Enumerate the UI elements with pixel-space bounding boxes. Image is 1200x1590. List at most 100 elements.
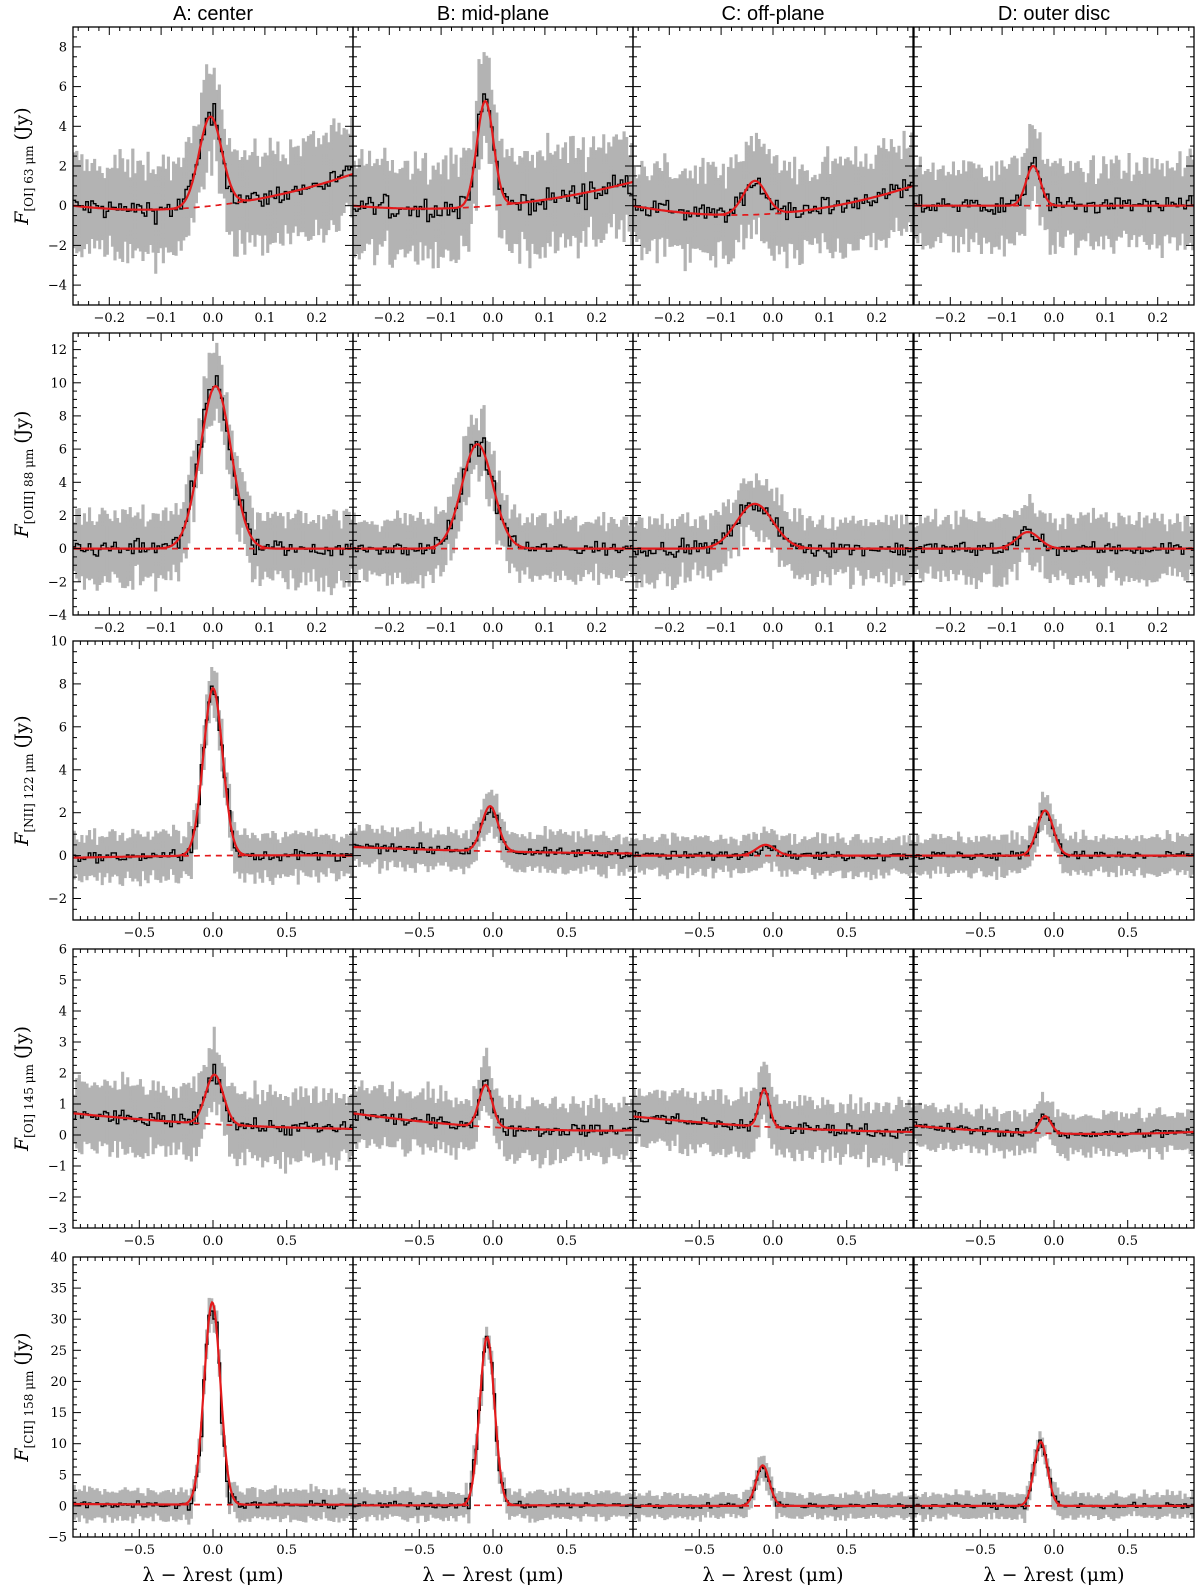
- y-tick-label: 25: [50, 1344, 67, 1359]
- y-tick-label: 6: [59, 443, 67, 458]
- y-label-symbol: F: [11, 1448, 33, 1463]
- spectrum-panel: −0.2 −0.1 0.0 0.1 0.2: [913, 332, 1195, 636]
- x-tick-label: 0.5: [276, 926, 297, 941]
- spectrum-panel: −0.2 −0.1 0.0 0.1 0.2: [913, 26, 1195, 326]
- x-tick-label: 0.0: [1044, 1234, 1065, 1249]
- y-tick-label: 15: [50, 1406, 67, 1421]
- x-tick-label: −0.2: [935, 621, 967, 636]
- panel-plot-area: [73, 1026, 353, 1174]
- tick-marks: [353, 1256, 634, 1538]
- panel-plot-area: [633, 1061, 913, 1172]
- tick-marks: [73, 332, 353, 616]
- x-tick-label: −0.5: [965, 1543, 997, 1558]
- y-tick-label: 8: [59, 409, 67, 424]
- y-tick-label: −2: [48, 1191, 67, 1206]
- y-tick-label: 0: [59, 199, 67, 214]
- x-tick-label: −0.1: [425, 621, 457, 636]
- y-axis-label: F[OIII] 88 μm (Jy): [11, 411, 36, 539]
- x-tick-label: −0.2: [654, 311, 686, 326]
- spectrum-panel: −0.5 0.0 0.5 −2 0 2 4 6 8 10: [48, 635, 354, 941]
- spectrum-panel: −0.2 −0.1 0.0 0.1 0.2: [632, 332, 914, 636]
- y-tick-label: 20: [50, 1375, 67, 1390]
- x-tick-label: 0.5: [1117, 1234, 1138, 1249]
- error-band: [914, 124, 1194, 258]
- error-band: [73, 667, 353, 887]
- y-axis-label: F[OI] 63 μm (Jy): [11, 107, 36, 225]
- x-tick-label: 0.1: [815, 311, 836, 326]
- y-tick-label: 4: [59, 763, 67, 778]
- error-band: [73, 342, 353, 596]
- y-tick-label: 5: [59, 974, 67, 989]
- spectrum-panel: −0.5 0.0 0.5: [352, 948, 634, 1249]
- panel-plot-area: [914, 1431, 1194, 1523]
- x-tick-label: 0.0: [203, 1543, 224, 1558]
- x-tick-label: −0.5: [684, 926, 716, 941]
- x-axis-label: λ − λrest (μm): [983, 1564, 1124, 1586]
- y-tick-label: 2: [59, 509, 67, 524]
- x-tick-label: 0.0: [1044, 1543, 1065, 1558]
- x-tick-label: −0.1: [145, 311, 177, 326]
- gaussian-fit: [633, 843, 913, 857]
- y-label-unit: (Jy): [11, 1332, 33, 1365]
- error-band: [914, 1431, 1194, 1523]
- y-tick-label: 2: [59, 160, 67, 175]
- y-tick-label: −4: [48, 609, 67, 624]
- y-label-line: [OI] 145 μm: [22, 1064, 36, 1138]
- x-tick-label: 0.0: [203, 311, 224, 326]
- y-label-unit: (Jy): [11, 107, 33, 140]
- y-tick-label: −4: [48, 279, 67, 294]
- x-tick-label: −0.2: [374, 621, 406, 636]
- x-tick-label: −0.2: [374, 311, 406, 326]
- gaussian-fit: [633, 1464, 913, 1507]
- y-tick-label: 2: [59, 806, 67, 821]
- x-tick-label: 0.1: [1096, 621, 1117, 636]
- y-tick-label: 0: [59, 1129, 67, 1144]
- tick-marks: [914, 1256, 1195, 1538]
- spectrum-panel: −0.2 −0.1 0.0 0.1 0.2: [352, 332, 634, 636]
- tick-marks: [353, 640, 634, 921]
- x-tick-label: 0.0: [1044, 311, 1065, 326]
- y-tick-label: −2: [48, 239, 67, 254]
- y-tick-label: 6: [59, 943, 67, 958]
- x-tick-label: −0.2: [94, 311, 126, 326]
- x-tick-label: −0.5: [404, 926, 436, 941]
- y-axis-label: F[OI] 145 μm (Jy): [11, 1026, 36, 1152]
- gaussian-fit: [73, 115, 353, 211]
- gaussian-fit: [633, 179, 913, 216]
- y-tick-label: 4: [59, 1005, 67, 1020]
- gaussian-fit: [914, 1440, 1194, 1507]
- y-axis-label: F[CII] 158 μm (Jy): [11, 1332, 36, 1462]
- spectrum-panel: −0.2 −0.1 0.0 0.1 0.2 −4 −2 0 2 4 6 8: [48, 26, 354, 326]
- x-tick-label: 0.5: [556, 926, 577, 941]
- x-tick-label: −0.1: [705, 311, 737, 326]
- x-tick-label: 0.2: [306, 621, 327, 636]
- x-tick-label: 0.5: [836, 1543, 857, 1558]
- panel-plot-area: [73, 64, 353, 274]
- y-label-symbol: F: [11, 1137, 33, 1152]
- y-tick-label: 40: [50, 1251, 67, 1266]
- panel-plot-area: [914, 791, 1194, 880]
- y-label-symbol: F: [11, 832, 33, 847]
- y-tick-label: 5: [59, 1468, 67, 1483]
- spectrum-panel: −0.5 0.0 0.5: [632, 640, 914, 941]
- y-label-line: [OIII] 88 μm: [22, 448, 36, 524]
- error-band: [353, 1326, 633, 1524]
- x-tick-label: −0.1: [986, 621, 1018, 636]
- x-tick-label: 0.5: [1117, 926, 1138, 941]
- y-tick-label: 4: [59, 476, 67, 491]
- x-tick-label: 0.1: [255, 621, 276, 636]
- x-tick-label: 0.5: [556, 1234, 577, 1249]
- tick-marks: [914, 26, 1194, 306]
- x-tick-label: −0.5: [684, 1543, 716, 1558]
- gaussian-fit: [353, 805, 633, 855]
- panel-plot-area: [353, 789, 633, 879]
- x-tick-label: −0.5: [124, 1543, 156, 1558]
- x-tick-label: −0.5: [965, 926, 997, 941]
- spectrum-panel: −0.2 −0.1 0.0 0.1 0.2: [352, 26, 634, 326]
- observed-spectrum: [633, 177, 913, 223]
- x-tick-label: 0.2: [586, 621, 607, 636]
- error-band: [914, 494, 1194, 589]
- x-tick-label: 0.0: [203, 1234, 224, 1249]
- x-tick-label: 0.1: [535, 621, 556, 636]
- tick-marks: [633, 640, 914, 921]
